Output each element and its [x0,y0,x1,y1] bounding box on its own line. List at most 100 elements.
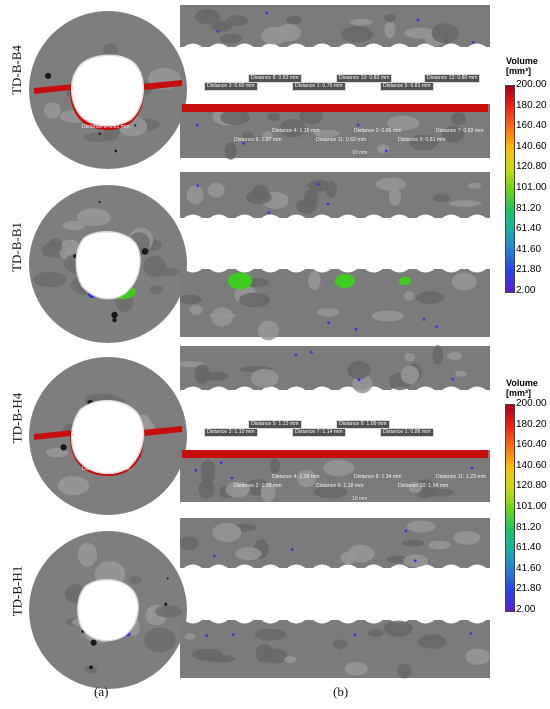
aggregate-grain [418,634,447,649]
air-void [60,444,67,451]
aggregate-grain [186,185,204,205]
void-band [182,104,488,112]
aggregate-grain [428,540,451,550]
concrete-strip [180,269,490,337]
aggregate-grain [432,345,444,365]
legend-title: Volume [mm³] [506,56,538,76]
aggregate-grain [65,588,81,602]
aggregate-grain [235,547,262,561]
legend-tick-label: 200.00 [516,398,547,409]
aggregate-grain [449,200,482,207]
aggregate-grain [313,485,348,499]
aggregate-grain [220,109,250,126]
pore-marker [219,461,223,464]
aggregate-grain [406,520,436,533]
legend-tick-label: 140.60 [516,459,547,471]
longitudinal-strip [180,269,490,341]
aggregate-grain [184,633,196,640]
legend-tick-label: 81.20 [516,202,542,214]
concrete-cross-section [29,185,187,343]
concrete-strip [180,346,490,390]
distance-label: Distance 1: 0.86 mm [380,428,434,437]
aggregate-grain [226,15,249,27]
distance-label: Distance 9: 1.09 mm [336,420,390,429]
legend-tick-label: 21.80 [516,583,542,595]
aggregate-grain [313,129,340,138]
aggregate-grain [425,488,454,497]
distance-label: Distance 8: 0.63 mm [248,74,302,83]
aggregate-grain [296,199,317,214]
aggregate-grain [401,539,424,547]
aggregate-grain [383,620,413,637]
aggregate-grain [44,102,61,119]
air-void [141,248,149,255]
legend-tick-label: 120.80 [516,161,547,173]
pore-marker [422,318,426,321]
legend-tick-label: 120.80 [516,480,547,492]
aggregate-grain [212,523,242,542]
air-void [89,665,93,670]
aggregate-grain [286,15,302,25]
aggregate-grain [279,119,306,138]
aggregate-grain [340,551,357,565]
aggregate-grain [48,238,63,254]
concrete-strip [180,620,490,678]
rebar-hole [75,231,141,300]
distance-label: Distance 11: 0.62 mm [316,137,367,143]
aggregate-grain [441,125,465,143]
legend-tick-label: 81.20 [516,521,542,533]
aggregate-grain [180,536,199,551]
aggregate-grain [368,629,384,637]
void-band [182,450,488,458]
aggregate-grain [453,531,481,545]
air-void [98,200,101,204]
pore-marker [230,476,234,480]
longitudinal-strip [180,620,491,679]
pore-marker [267,211,271,215]
pore-marker [404,529,408,533]
legend-tick-label: 21.80 [516,264,542,276]
legend-title-line2: [mm³] [506,388,531,398]
aggregate-grain [57,476,90,496]
aggregate-grain [207,182,225,198]
legend-tick-label: 61.40 [516,223,542,235]
aggregate-grain [384,13,396,23]
longitudinal-strip [180,172,490,218]
aggregate-grain [404,27,436,39]
pore-marker [216,30,220,33]
aggregate-grain [211,307,234,327]
pore-marker [196,184,200,188]
longitudinal-strip [180,450,490,502]
distance-label: Distance 10: 1.54 mm [398,483,449,489]
aggregate-grain [200,459,216,478]
pore-marker [416,18,420,22]
pore-marker [435,325,438,328]
distance-label: Distance 2: 1.39 mm [234,483,282,489]
pore-marker [470,466,474,470]
pore-marker [357,378,361,382]
pore-marker [413,559,417,563]
aggregate-grain [404,352,415,362]
void-zone [228,272,252,290]
concrete-cross-section [29,11,187,169]
pore-marker [327,321,330,324]
aggregate-grain [433,194,450,203]
caption-b: (b) [333,684,349,699]
legend-tick-label: 180.20 [516,418,547,430]
concrete-cross-section [29,357,187,515]
legend-title-line2: [mm³] [506,66,531,76]
pore-marker [195,123,199,127]
aggregate-grain [219,33,243,44]
longitudinal-strip [180,345,490,394]
air-void [111,311,118,319]
aggregate-grain [371,310,404,322]
legend-title-2: Volume [mm³] [506,378,538,398]
aggregate-grain [102,43,118,56]
distance-label: Distance 6: 1.27 mm [234,137,282,143]
pore-marker [316,183,320,186]
aggregate-grain [76,208,111,227]
aggregate-grain [325,180,337,198]
aggregate-grain [408,481,422,494]
caption-a: (a) [94,684,109,699]
pore-marker [212,554,216,558]
